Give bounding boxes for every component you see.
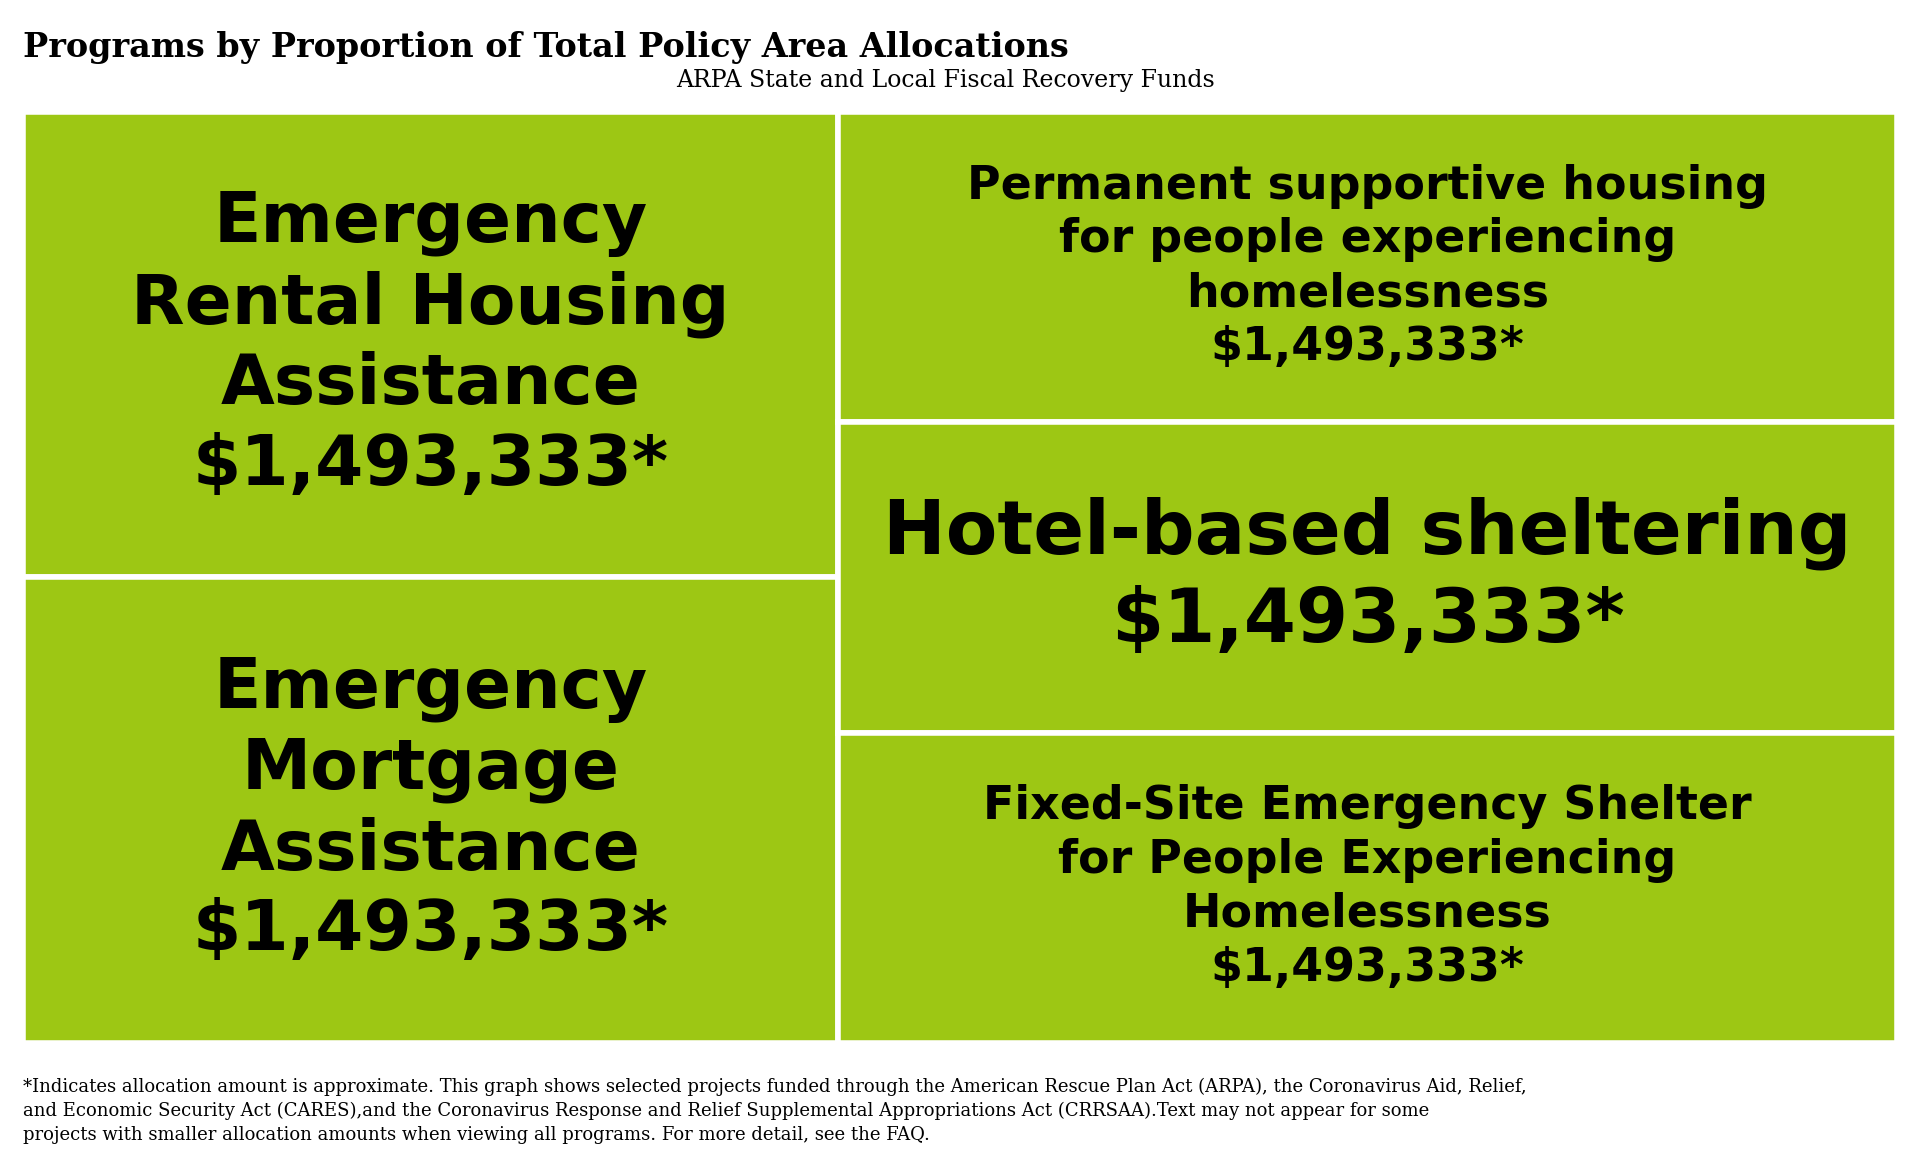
Text: Emergency
Rental Housing
Assistance
$1,493,333*: Emergency Rental Housing Assistance $1,4…: [131, 190, 730, 499]
Text: *Indicates allocation amount is approximate. This graph shows selected projects : *Indicates allocation amount is approxim…: [23, 1078, 1526, 1144]
Text: Permanent supportive housing
for people experiencing
homelessness
$1,493,333*: Permanent supportive housing for people …: [968, 164, 1768, 370]
Text: ARPA State and Local Fiscal Recovery Funds: ARPA State and Local Fiscal Recovery Fun…: [676, 69, 1215, 92]
Text: Programs by Proportion of Total Policy Area Allocations: Programs by Proportion of Total Policy A…: [23, 31, 1069, 65]
Text: Fixed-Site Emergency Shelter
for People Experiencing
Homelessness
$1,493,333*: Fixed-Site Emergency Shelter for People …: [983, 785, 1751, 991]
Text: Hotel-based sheltering
$1,493,333*: Hotel-based sheltering $1,493,333*: [883, 497, 1851, 658]
Text: Emergency
Mortgage
Assistance
$1,493,333*: Emergency Mortgage Assistance $1,493,333…: [192, 655, 668, 964]
